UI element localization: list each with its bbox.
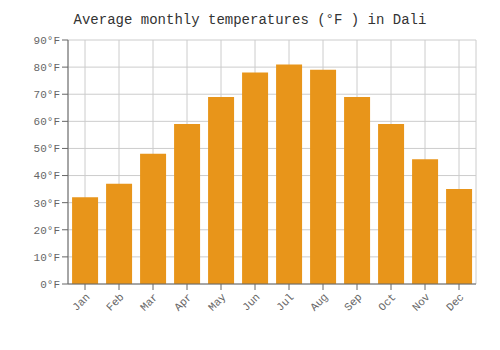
svg-text:0°F: 0°F xyxy=(40,279,60,291)
svg-text:Apr: Apr xyxy=(172,291,194,313)
svg-text:40°F: 40°F xyxy=(34,170,60,182)
svg-text:May: May xyxy=(206,291,229,314)
svg-text:10°F: 10°F xyxy=(34,252,60,264)
svg-text:70°F: 70°F xyxy=(34,89,60,101)
svg-text:Oct: Oct xyxy=(376,291,398,313)
svg-text:80°F: 80°F xyxy=(34,62,60,74)
svg-text:Jan: Jan xyxy=(70,291,92,313)
svg-text:20°F: 20°F xyxy=(34,225,60,237)
svg-text:Jul: Jul xyxy=(274,291,296,313)
svg-text:Jun: Jun xyxy=(240,291,262,313)
svg-text:Aug: Aug xyxy=(308,291,330,313)
svg-text:90°F: 90°F xyxy=(34,35,60,47)
svg-text:60°F: 60°F xyxy=(34,116,60,128)
svg-text:Dec: Dec xyxy=(444,291,466,313)
svg-text:50°F: 50°F xyxy=(34,143,60,155)
svg-text:Nov: Nov xyxy=(410,291,433,314)
svg-text:Feb: Feb xyxy=(104,291,126,313)
svg-text:30°F: 30°F xyxy=(34,198,60,210)
html-text:Average monthly temperatures (: Average monthly temperatures (°F ) in Da… xyxy=(73,12,427,28)
svg-text:Mar: Mar xyxy=(138,291,160,313)
svg-text:Sep: Sep xyxy=(342,291,364,313)
